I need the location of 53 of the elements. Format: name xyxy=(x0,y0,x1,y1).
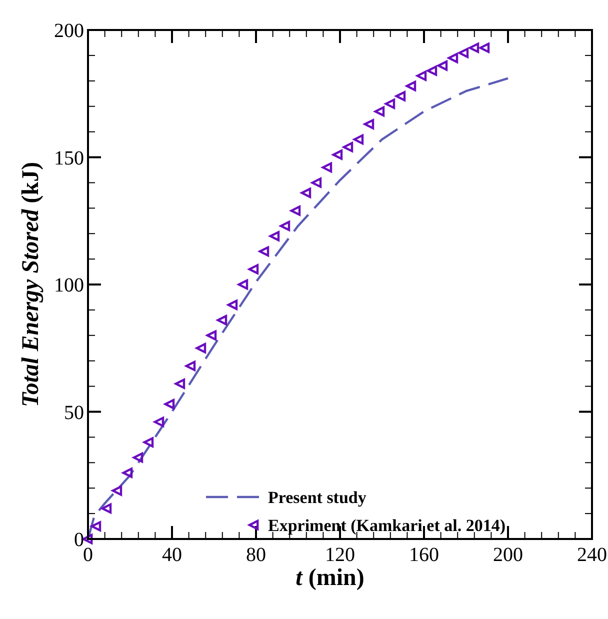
y-tick-label: 200 xyxy=(54,20,84,42)
point xyxy=(258,246,270,257)
point xyxy=(322,162,332,173)
point xyxy=(416,70,427,81)
point xyxy=(290,206,301,216)
point xyxy=(90,521,102,532)
point xyxy=(248,264,259,274)
point xyxy=(227,300,238,310)
point xyxy=(269,230,280,242)
point xyxy=(448,52,458,64)
point xyxy=(280,220,290,232)
x-tick-label: 80 xyxy=(246,544,266,566)
x-tick-label: 160 xyxy=(409,544,439,566)
point xyxy=(101,503,112,514)
point xyxy=(395,91,406,102)
point xyxy=(143,437,154,448)
x-tick-label: 200 xyxy=(493,544,523,566)
point xyxy=(164,398,175,410)
point xyxy=(185,360,196,372)
point xyxy=(311,178,322,188)
point xyxy=(154,416,164,428)
point xyxy=(332,150,343,160)
point xyxy=(216,314,228,326)
point xyxy=(300,188,312,198)
point xyxy=(468,42,480,53)
x-axis-title: t (min) xyxy=(296,565,364,591)
legend-label: Expriment (Kamkari et al. 2014) xyxy=(268,516,506,535)
point xyxy=(364,119,374,130)
point xyxy=(374,106,385,117)
point xyxy=(353,134,364,145)
y-tick-label: 0 xyxy=(74,529,84,551)
y-axis-title: Total Energy Stored (kJ) xyxy=(18,162,44,408)
point xyxy=(426,66,438,76)
point xyxy=(196,342,206,354)
point xyxy=(112,485,122,496)
point xyxy=(122,468,133,478)
y-tick-label: 150 xyxy=(54,147,84,170)
point xyxy=(342,142,354,152)
point xyxy=(238,279,248,290)
point xyxy=(174,378,186,389)
y-tick-label: 100 xyxy=(54,274,84,296)
point xyxy=(406,80,416,92)
point xyxy=(479,42,490,53)
x-tick-label: 40 xyxy=(162,544,182,566)
point xyxy=(458,48,469,58)
point xyxy=(206,330,217,341)
point xyxy=(437,60,448,71)
x-tick-label: 240 xyxy=(577,544,607,566)
x-tick-label: 120 xyxy=(325,544,355,566)
legend-label: Present study xyxy=(268,488,367,507)
point xyxy=(132,452,144,463)
point xyxy=(384,98,396,109)
y-tick-label: 50 xyxy=(64,402,84,424)
